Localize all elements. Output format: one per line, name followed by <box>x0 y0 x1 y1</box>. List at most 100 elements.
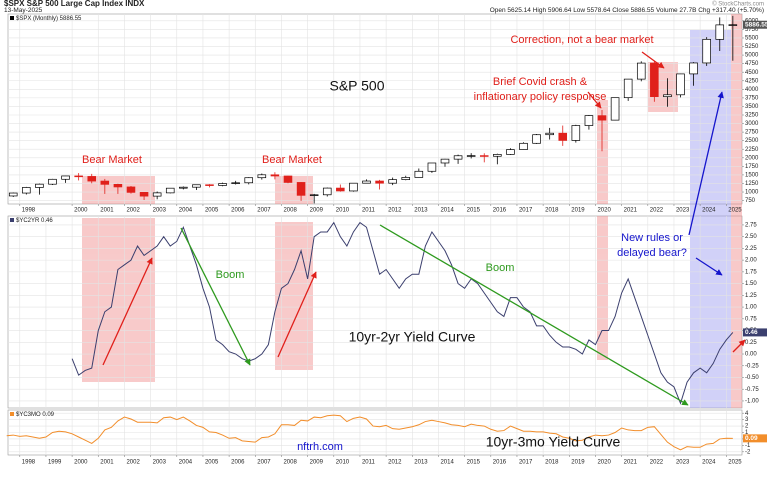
candle-body <box>440 158 450 164</box>
shade <box>82 218 155 382</box>
y-tick-label: -1.00 <box>745 399 759 405</box>
x-tick-label: 2006 <box>231 208 245 214</box>
x-tick-label: 2009 <box>310 460 324 466</box>
annotation: S&P 500 <box>329 78 384 94</box>
y-tick-label: 3750 <box>745 95 759 101</box>
annotation: Brief Covid crash & <box>493 76 588 88</box>
y-tick-label: 0.75 <box>745 316 757 322</box>
x-tick-label: 2019 <box>571 208 585 214</box>
x-tick-label: 2000 <box>74 208 88 214</box>
x-tick-label: 2014 <box>440 208 454 214</box>
candle-body <box>205 184 214 186</box>
candle-body <box>728 24 738 26</box>
y-tick-label: -0.75 <box>745 387 759 393</box>
candle-body <box>362 180 371 184</box>
x-tick-label: 2007 <box>257 208 271 214</box>
candle-body <box>676 73 685 96</box>
y-tick-label: 3500 <box>745 104 759 110</box>
x-tick-label: 2009 <box>310 208 324 214</box>
candle-body <box>270 174 280 177</box>
arrow <box>732 339 746 353</box>
x-tick-label: 2023 <box>676 208 690 214</box>
shade <box>275 176 313 204</box>
panel-frame <box>7 13 743 205</box>
x-tick-label: 2017 <box>519 460 533 466</box>
arrow <box>641 51 665 69</box>
arrows <box>102 51 746 406</box>
y-tick-label: 2.75 <box>745 222 757 228</box>
legend-label: $SPX (Monthly) 5886.55 <box>16 16 82 22</box>
candle-body <box>506 149 515 155</box>
candle-body <box>479 155 489 157</box>
annotation: Bear Market <box>82 154 142 166</box>
candle-body <box>584 115 594 126</box>
candle-body <box>257 174 267 179</box>
x-tick-label: 2020 <box>597 460 611 466</box>
candle-body <box>309 194 319 196</box>
candle-body <box>401 177 411 180</box>
date: 13-May-2025 <box>4 7 43 14</box>
last-value-box <box>743 434 767 443</box>
candle-body <box>296 182 306 196</box>
y-tick-label: 2500 <box>745 138 759 144</box>
annotations: Bear Market Bear Market S&P 500 Brief Co… <box>82 34 687 453</box>
x-tick-label: 2000 <box>74 460 88 466</box>
y-tick-label: 2.50 <box>745 234 757 240</box>
y-tick-label: 2.25 <box>745 246 757 252</box>
x-tick-label: 2002 <box>126 208 140 214</box>
x-tick-label: 2007 <box>257 460 271 466</box>
x-tick-label: 2024 <box>702 460 716 466</box>
x-tick-label: 2014 <box>440 460 454 466</box>
x-tick-label: 2004 <box>179 460 193 466</box>
candle-body <box>192 184 201 188</box>
symbol: $SPX S&P 500 Large Cap Index INDX <box>4 0 145 8</box>
y-tick-label: 5750 <box>745 27 759 33</box>
shade <box>597 100 608 204</box>
y-tick-label: 0.00 <box>745 352 757 358</box>
x-tick-label: 2019 <box>571 460 585 466</box>
legend-swatch <box>10 16 14 20</box>
candle-body <box>689 62 698 75</box>
candle-body <box>165 187 175 194</box>
y-tick-label: 1.50 <box>745 281 757 287</box>
x-tick-label: 1999 <box>48 460 62 466</box>
candle-body <box>623 78 633 99</box>
stats: Open 5625.14 High 5906.64 Low 5578.64 Cl… <box>490 7 764 14</box>
candle-body <box>453 155 463 160</box>
candle-body <box>231 182 240 184</box>
candle-body <box>61 175 70 180</box>
candle-body <box>244 177 254 184</box>
panel-frame <box>7 215 743 409</box>
x-tick-label: 2023 <box>676 460 690 466</box>
credit: © StockCharts.com <box>712 1 764 8</box>
candle-body <box>22 187 31 194</box>
y-tick-label: -2 <box>745 449 751 455</box>
arrow <box>180 227 251 366</box>
arrow <box>379 224 689 406</box>
candle-body <box>466 155 476 157</box>
y-tick-label: 4000 <box>745 87 759 93</box>
x-tick-label: 2001 <box>100 460 114 466</box>
candle-body <box>493 154 502 157</box>
legend-swatch <box>10 218 14 222</box>
x-tick-label: 2004 <box>179 208 193 214</box>
x-tick-label: 2018 <box>545 208 559 214</box>
x-tick-label: 2016 <box>493 208 507 214</box>
shade <box>731 14 742 408</box>
x-tick-label: 2025 <box>728 208 742 214</box>
annotation: Boom <box>216 269 245 281</box>
x-tick-label: 2018 <box>545 460 559 466</box>
y-tick-label: 4250 <box>745 78 759 84</box>
x-tick-label: 2013 <box>414 208 428 214</box>
y-tick-label: 5000 <box>745 53 759 59</box>
x-tick-label: 2015 <box>467 460 481 466</box>
arrow <box>102 257 153 366</box>
x-tick-label: 2011 <box>362 208 376 214</box>
candle-body <box>87 176 97 182</box>
legend-swatch <box>10 412 14 416</box>
candle-body <box>715 24 725 40</box>
candle-body <box>519 142 528 150</box>
annotation: nftrh.com <box>297 441 343 453</box>
y-tick-label: -1 <box>745 443 751 449</box>
